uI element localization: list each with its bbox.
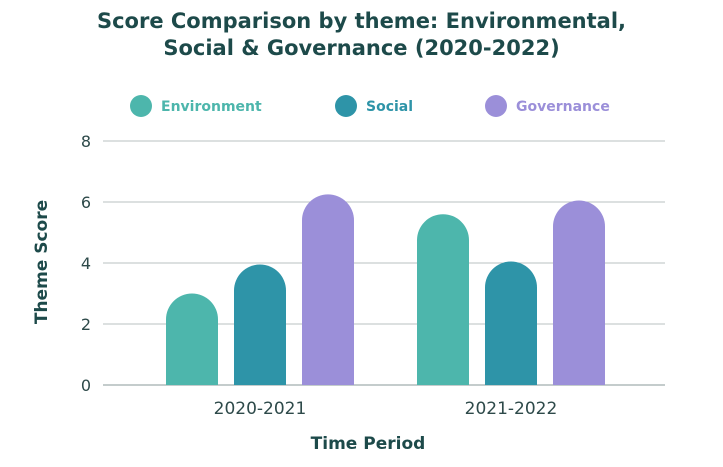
y-tick-label: 6: [81, 193, 91, 212]
y-axis-title: Theme Score: [32, 200, 52, 324]
legend-label-governance: Governance: [516, 99, 610, 115]
x-axis-title: Time Period: [311, 434, 426, 454]
bar-governance-2021-2022: [553, 200, 605, 385]
chart-title-line-2: Social & Governance (2020-2022): [163, 36, 560, 60]
legend: Environment Social Governance: [130, 95, 610, 117]
bars: [166, 194, 605, 385]
y-tick-label: 2: [81, 315, 91, 334]
chart-title: Score Comparison by theme: Environmental…: [0, 8, 723, 62]
bar-environment-2021-2022: [417, 214, 469, 385]
y-tick-label: 0: [81, 376, 91, 395]
y-tick-label: 8: [81, 132, 91, 151]
bar-governance-2020-2021: [302, 194, 354, 385]
y-axis-ticks: 0 2 4 6 8: [81, 132, 91, 395]
legend-label-social: Social: [366, 99, 413, 115]
y-tick-label: 4: [81, 254, 91, 273]
bar-environment-2020-2021: [166, 293, 219, 385]
x-axis-ticks: 2020-2021 2021-2022: [214, 399, 558, 419]
x-tick-label: 2021-2022: [465, 399, 558, 419]
legend-marker-environment: [130, 95, 152, 117]
x-tick-label: 2020-2021: [214, 399, 307, 419]
chart-title-line-1: Score Comparison by theme: Environmental…: [96, 9, 627, 33]
legend-marker-governance: [485, 95, 507, 117]
bar-social-2021-2022: [485, 261, 537, 385]
legend-marker-social: [335, 95, 357, 117]
legend-label-environment: Environment: [161, 99, 262, 115]
bar-social-2020-2021: [234, 264, 286, 385]
